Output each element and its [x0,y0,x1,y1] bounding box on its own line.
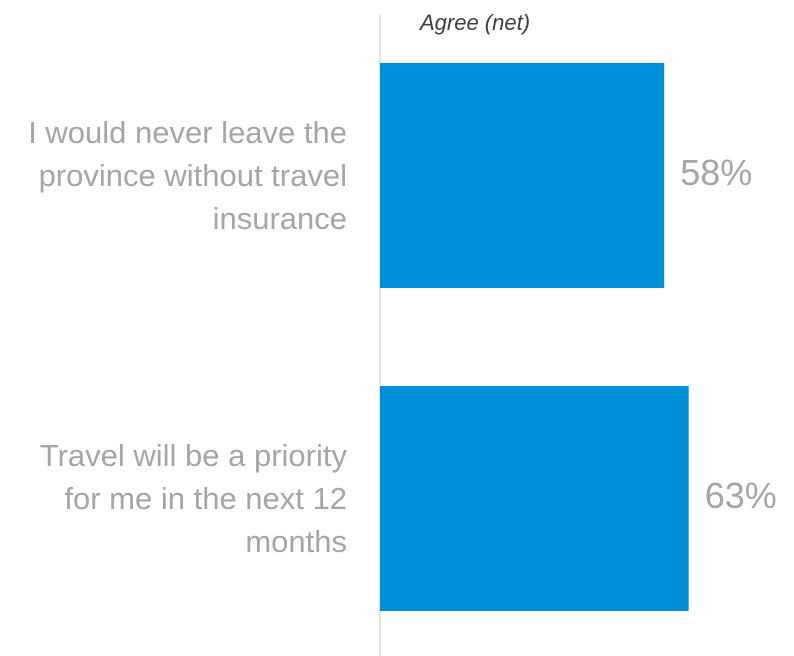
category-label: I would never leave the province without… [28,115,347,236]
category-label: Travel will be a priority for me in the … [39,438,347,559]
value-label: 58% [680,152,752,193]
axis-label: Agree (net) [418,10,530,35]
bar [380,386,689,611]
value-label: 63% [705,475,777,516]
bar [380,63,665,288]
